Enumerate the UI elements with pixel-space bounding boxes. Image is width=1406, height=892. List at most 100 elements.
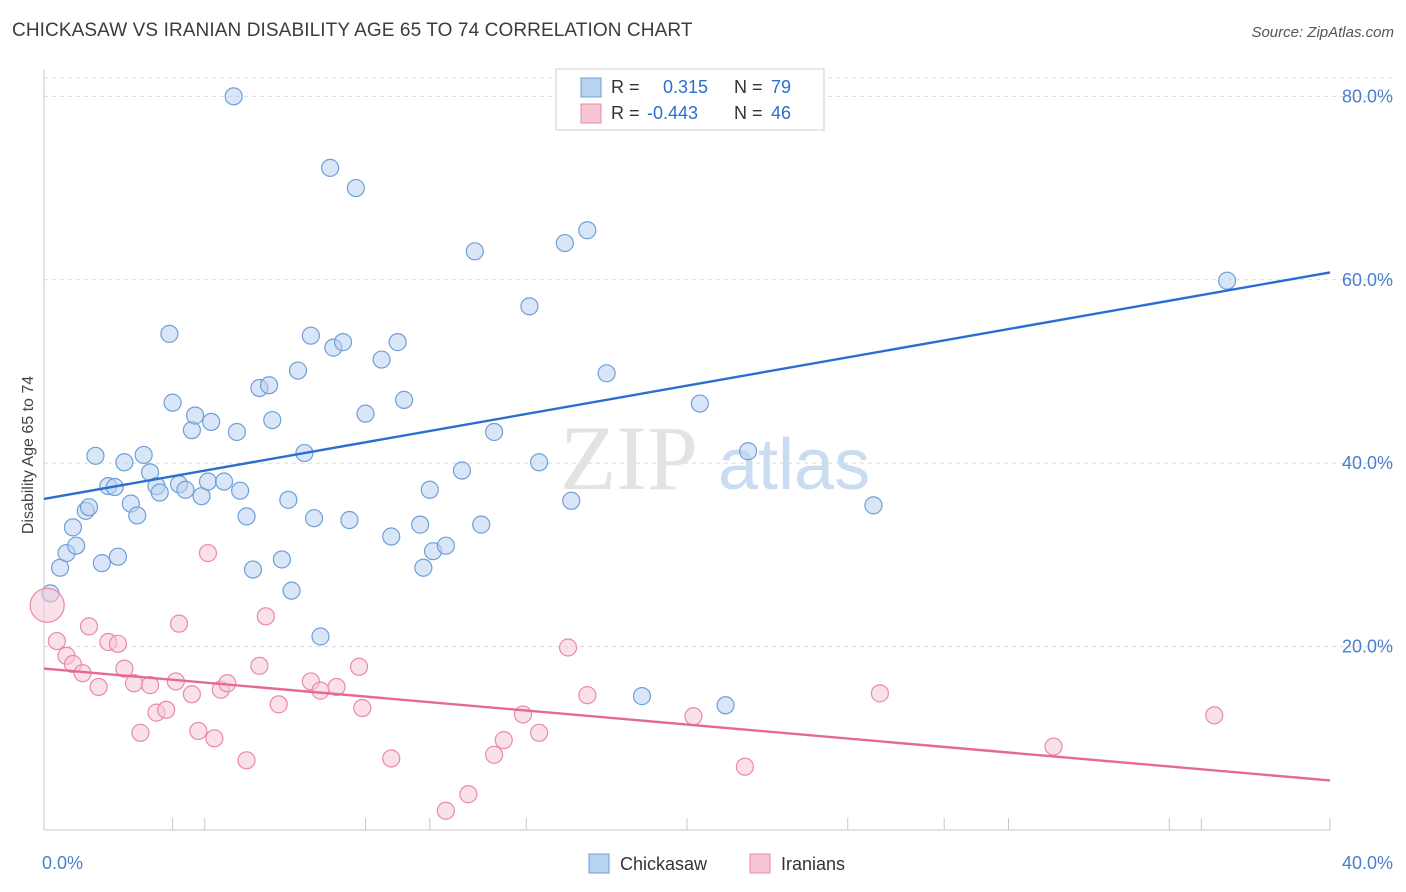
chickasaw-point [864, 496, 883, 515]
x-axis-tick-labels: 0.0% 40.0% [42, 853, 1393, 873]
chickasaw-point [115, 453, 134, 472]
iranians-point [182, 685, 201, 704]
chickasaw-point [279, 490, 298, 509]
legend-iranians-swatch [749, 853, 771, 874]
x-axis-ticks [172, 818, 1331, 830]
iranians-point [47, 631, 66, 651]
iranians-point [205, 729, 224, 748]
chickasaw-point [311, 627, 330, 646]
chickasaw-point [690, 394, 709, 413]
chickasaw-point [520, 297, 539, 316]
chickasaw-point [388, 333, 407, 352]
chickasaw-point [263, 410, 282, 430]
chickasaw-point [356, 404, 375, 423]
iranians-point [870, 684, 890, 703]
iranians-point [578, 686, 597, 705]
chickasaw-point [1218, 271, 1237, 290]
legend-n-label-2: N = [734, 103, 763, 123]
chickasaw-point [472, 515, 491, 534]
legend-swatch-blue [580, 77, 602, 98]
iranians-point [169, 614, 189, 633]
iranians-point [1044, 737, 1063, 756]
chickasaw-point [214, 472, 234, 491]
trend-lines [43, 271, 1331, 782]
chickasaw-point [452, 461, 472, 480]
chickasaw-point [562, 491, 581, 510]
iranians-point [157, 700, 176, 719]
chickasaw-point [301, 326, 320, 345]
iranians-point [108, 634, 128, 653]
chickasaw-point [163, 393, 182, 412]
iranians-point [436, 801, 455, 820]
x-tick-label: 40.0% [1342, 853, 1393, 873]
y-tick-label: 60.0% [1342, 270, 1393, 290]
chickasaw-point [346, 178, 365, 198]
chickasaw-point [333, 333, 353, 352]
chickasaw-point [128, 506, 147, 525]
legend-chickasaw-label: Chickasaw [620, 854, 708, 874]
chickasaw-point [436, 536, 455, 555]
chickasaw-point [411, 515, 430, 534]
iranians-point [459, 785, 478, 804]
chickasaw-point [86, 446, 105, 465]
chickasaw-point [259, 376, 279, 395]
legend-n-value-2: 46 [771, 103, 791, 123]
iranians-point [485, 745, 504, 764]
watermark-zip: ZIP [560, 407, 698, 509]
chickasaw-point [176, 480, 195, 499]
legend-n-value-1: 79 [771, 77, 791, 97]
chickasaw-point [231, 481, 250, 500]
legend-n-label-1: N = [734, 77, 763, 97]
iranians-point [684, 707, 703, 726]
iranians-point [29, 587, 65, 623]
chickasaw-point [186, 406, 205, 425]
chickasaw-point [243, 560, 263, 579]
chickasaw-point [414, 558, 433, 577]
chickasaw-point [272, 550, 292, 569]
iranians-point [327, 677, 346, 697]
chickasaw-point [304, 509, 324, 528]
chickasaw-point [150, 483, 169, 502]
chickasaw-point [134, 445, 153, 465]
iranians-point [349, 657, 369, 676]
chickasaw-point [420, 480, 439, 499]
iranians-point [140, 676, 160, 695]
iranians-point [89, 677, 108, 697]
chart-title: CHICKASAW VS IRANIAN DISABILITY AGE 65 T… [12, 20, 693, 41]
chickasaw-point [198, 472, 218, 491]
x-tick-label: 0.0% [42, 853, 83, 873]
gridlines [44, 77, 1392, 648]
iranians-point [494, 731, 513, 750]
chickasaw-point [716, 696, 735, 715]
iranians-point [269, 695, 288, 714]
chickasaw-point [282, 581, 301, 600]
chickasaw-point [288, 361, 308, 380]
legend-r-label-1: R = [611, 77, 640, 97]
chickasaw-point [182, 421, 201, 440]
legend-r-value-1: 0.315 [663, 77, 708, 97]
iranians-point [1205, 706, 1224, 725]
iranians-point [558, 638, 578, 657]
iranians-point [530, 723, 549, 742]
chickasaw-point [597, 364, 616, 383]
iranians-point [735, 757, 754, 776]
chickasaw-point [382, 527, 401, 546]
chickasaw-point [555, 233, 574, 253]
chickasaw-point [738, 442, 758, 461]
iranians-point [131, 723, 150, 742]
series-legend: Chickasaw Iranians [588, 853, 845, 874]
chickasaw-point [340, 510, 359, 530]
series-iranians-points [29, 543, 1224, 820]
series-chickasaw-points [41, 87, 1237, 715]
chickasaw-point [108, 547, 128, 566]
chickasaw-trend-line [43, 271, 1331, 501]
chickasaw-point [321, 158, 340, 177]
chickasaw-point [485, 422, 504, 442]
iranians-trend-line [43, 667, 1331, 782]
iranians-point [353, 698, 372, 718]
chickasaw-point [79, 498, 99, 517]
chickasaw-point [63, 518, 83, 537]
chickasaw-point [202, 412, 221, 432]
iranians-point [79, 617, 99, 636]
